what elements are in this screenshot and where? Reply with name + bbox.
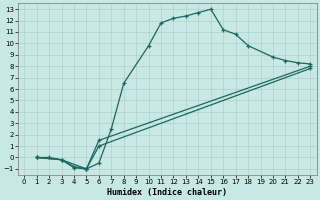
X-axis label: Humidex (Indice chaleur): Humidex (Indice chaleur): [107, 188, 227, 197]
